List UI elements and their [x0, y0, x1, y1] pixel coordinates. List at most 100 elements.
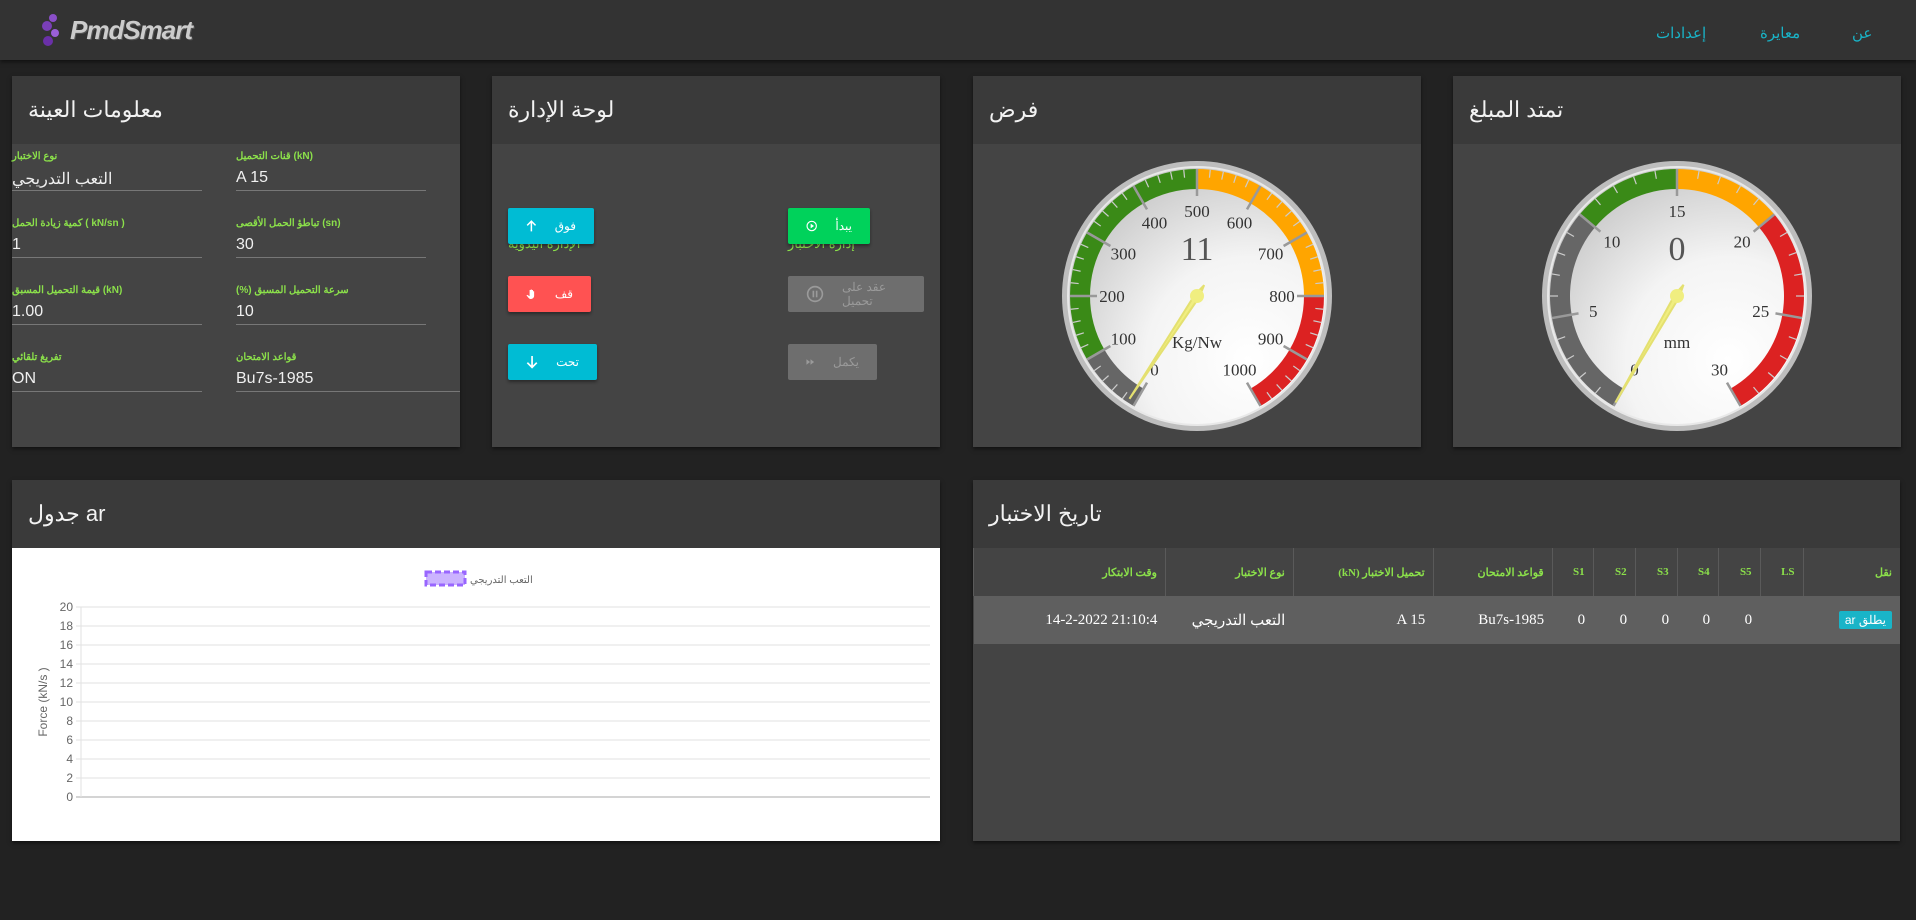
- logo-text: PmdSmart: [70, 14, 193, 45]
- minor-tick: [1735, 185, 1742, 194]
- y-tick-label: 2: [66, 771, 73, 785]
- field-label: تفريغ تلقائي: [12, 352, 62, 363]
- gauge-band: [1197, 169, 1324, 296]
- field-label: كمية زيادة الحمل ( kN/sn ): [12, 218, 125, 229]
- minor-tick: [1557, 251, 1566, 256]
- y-tick-label: 8: [66, 714, 73, 728]
- minor-tick: [1315, 282, 1324, 285]
- minor-tick: [1788, 336, 1797, 341]
- tick-label: 700: [1258, 245, 1284, 264]
- down-button[interactable]: تحت: [508, 344, 597, 380]
- hold-button[interactable]: عقد على تحميل: [788, 276, 924, 312]
- column-header: S4: [1676, 548, 1719, 596]
- needle-hub: [1670, 289, 1684, 303]
- tick-label: 30: [1711, 361, 1728, 380]
- column-header: S2: [1592, 548, 1636, 596]
- minor-tick: [1594, 386, 1601, 394]
- minor-tick: [1233, 175, 1237, 184]
- minor-tick: [1183, 169, 1186, 178]
- minor-tick: [1208, 169, 1211, 178]
- hand-stop-icon: [526, 289, 535, 299]
- sample-field: (%) سرعة التحميل المسبق 10: [236, 285, 426, 325]
- table-cell: 0: [1593, 596, 1636, 644]
- major-tick: [1775, 312, 1803, 320]
- chart-panel: جدول ar 0 2 4 6 8 10 12 14 16 18 20 Force (kN/s ) ال…: [12, 480, 940, 841]
- history-table: نقل LS S5 S4 S3 S2 S1 قواعد الامتحان تحميل الاخت…: [973, 548, 1900, 644]
- minor-tick: [1309, 332, 1318, 336]
- logo-icon: [42, 14, 59, 46]
- nav-settings[interactable]: إعدادات: [1656, 25, 1707, 42]
- play-circle-icon: [806, 220, 817, 232]
- minor-tick: [1170, 171, 1173, 180]
- minor-tick: [1551, 273, 1560, 276]
- minor-tick: [1313, 320, 1322, 323]
- major-tick: [1725, 381, 1742, 407]
- minor-tick: [1093, 365, 1102, 372]
- minor-tick: [1266, 391, 1273, 400]
- chart-area: 0 2 4 6 8 10 12 14 16 18 20 Force (kN/s ) التعب التد…: [12, 548, 940, 841]
- stop-button[interactable]: قف: [508, 276, 591, 312]
- field-label: قنات التحميل (kN): [236, 151, 313, 162]
- table-cell: [1760, 596, 1804, 644]
- tick-label: 800: [1269, 287, 1295, 306]
- minor-tick: [1111, 201, 1118, 208]
- minor-tick: [1313, 269, 1322, 272]
- column-header: تحميل الاختبار (kN): [1292, 548, 1434, 596]
- table-cell: 14-2-2022 21:10:4: [973, 596, 1166, 644]
- minor-tick: [1566, 231, 1575, 238]
- pause-circle-icon: [806, 285, 824, 303]
- control-panel: لوحة الإدارة الإدارة اليدوية إدارة الاخت…: [492, 76, 940, 447]
- field-value: 1.00: [12, 303, 202, 325]
- gauge-unit: Kg/Nw: [1172, 333, 1223, 352]
- column-header: نقل: [1802, 548, 1900, 596]
- release-button[interactable]: يطلق ar: [1838, 611, 1892, 629]
- nav-calibration[interactable]: معايرة: [1760, 25, 1801, 42]
- tick-label: 300: [1111, 245, 1137, 264]
- column-header: LS: [1759, 548, 1804, 596]
- minor-tick: [1566, 354, 1575, 361]
- minor-tick: [1144, 179, 1150, 188]
- tick-label: 15: [1669, 202, 1686, 221]
- minor-tick: [1244, 179, 1250, 188]
- minor-tick: [1717, 176, 1722, 185]
- y-tick-label: 12: [60, 676, 74, 690]
- sample-field: قنات التحميل (kN) A 15: [236, 151, 426, 191]
- minor-tick: [1697, 170, 1700, 179]
- major-tick: [1086, 344, 1112, 361]
- y-tick-label: 6: [66, 733, 73, 747]
- minor-tick: [1767, 372, 1775, 379]
- gauge-band: [1087, 349, 1144, 406]
- major-tick: [1578, 213, 1602, 233]
- logo[interactable]: PmdSmart: [40, 10, 193, 50]
- down-label: تحت: [556, 355, 579, 369]
- column-header: S1: [1551, 548, 1594, 596]
- nav-about[interactable]: عن: [1852, 25, 1873, 42]
- major-tick: [1282, 344, 1308, 361]
- gauge-unit: mm: [1664, 333, 1690, 352]
- major-tick: [1132, 185, 1149, 211]
- minor-tick: [1753, 386, 1760, 394]
- up-button[interactable]: فوق: [508, 208, 594, 244]
- major-tick: [1086, 231, 1112, 248]
- column-header: نوع الاختبار: [1164, 548, 1294, 596]
- fast-forward-icon: [806, 359, 815, 365]
- y-axis-label: Force (kN/s ): [36, 667, 50, 736]
- column-header: وقت الابتكار: [973, 548, 1166, 596]
- field-label: قواعد الامتحان: [236, 352, 297, 363]
- table-cell: 0: [1635, 596, 1678, 644]
- gauge-band: [1070, 169, 1197, 360]
- minor-tick: [1221, 171, 1224, 180]
- minor-tick: [1285, 375, 1292, 382]
- tick-label: 20: [1734, 232, 1751, 251]
- minor-tick: [1292, 365, 1301, 372]
- minor-tick: [1594, 198, 1601, 206]
- gauge-band: [1579, 169, 1677, 228]
- gauge-value: 11: [1181, 231, 1214, 268]
- panel-title: معلومات العينة: [12, 76, 460, 144]
- start-button[interactable]: يبدأ: [788, 208, 870, 244]
- resume-label: يكمل: [833, 355, 859, 369]
- minor-tick: [1309, 256, 1318, 260]
- y-tick-label: 10: [60, 695, 74, 709]
- y-tick-label: 18: [60, 619, 74, 633]
- resume-button[interactable]: يكمل: [788, 344, 877, 380]
